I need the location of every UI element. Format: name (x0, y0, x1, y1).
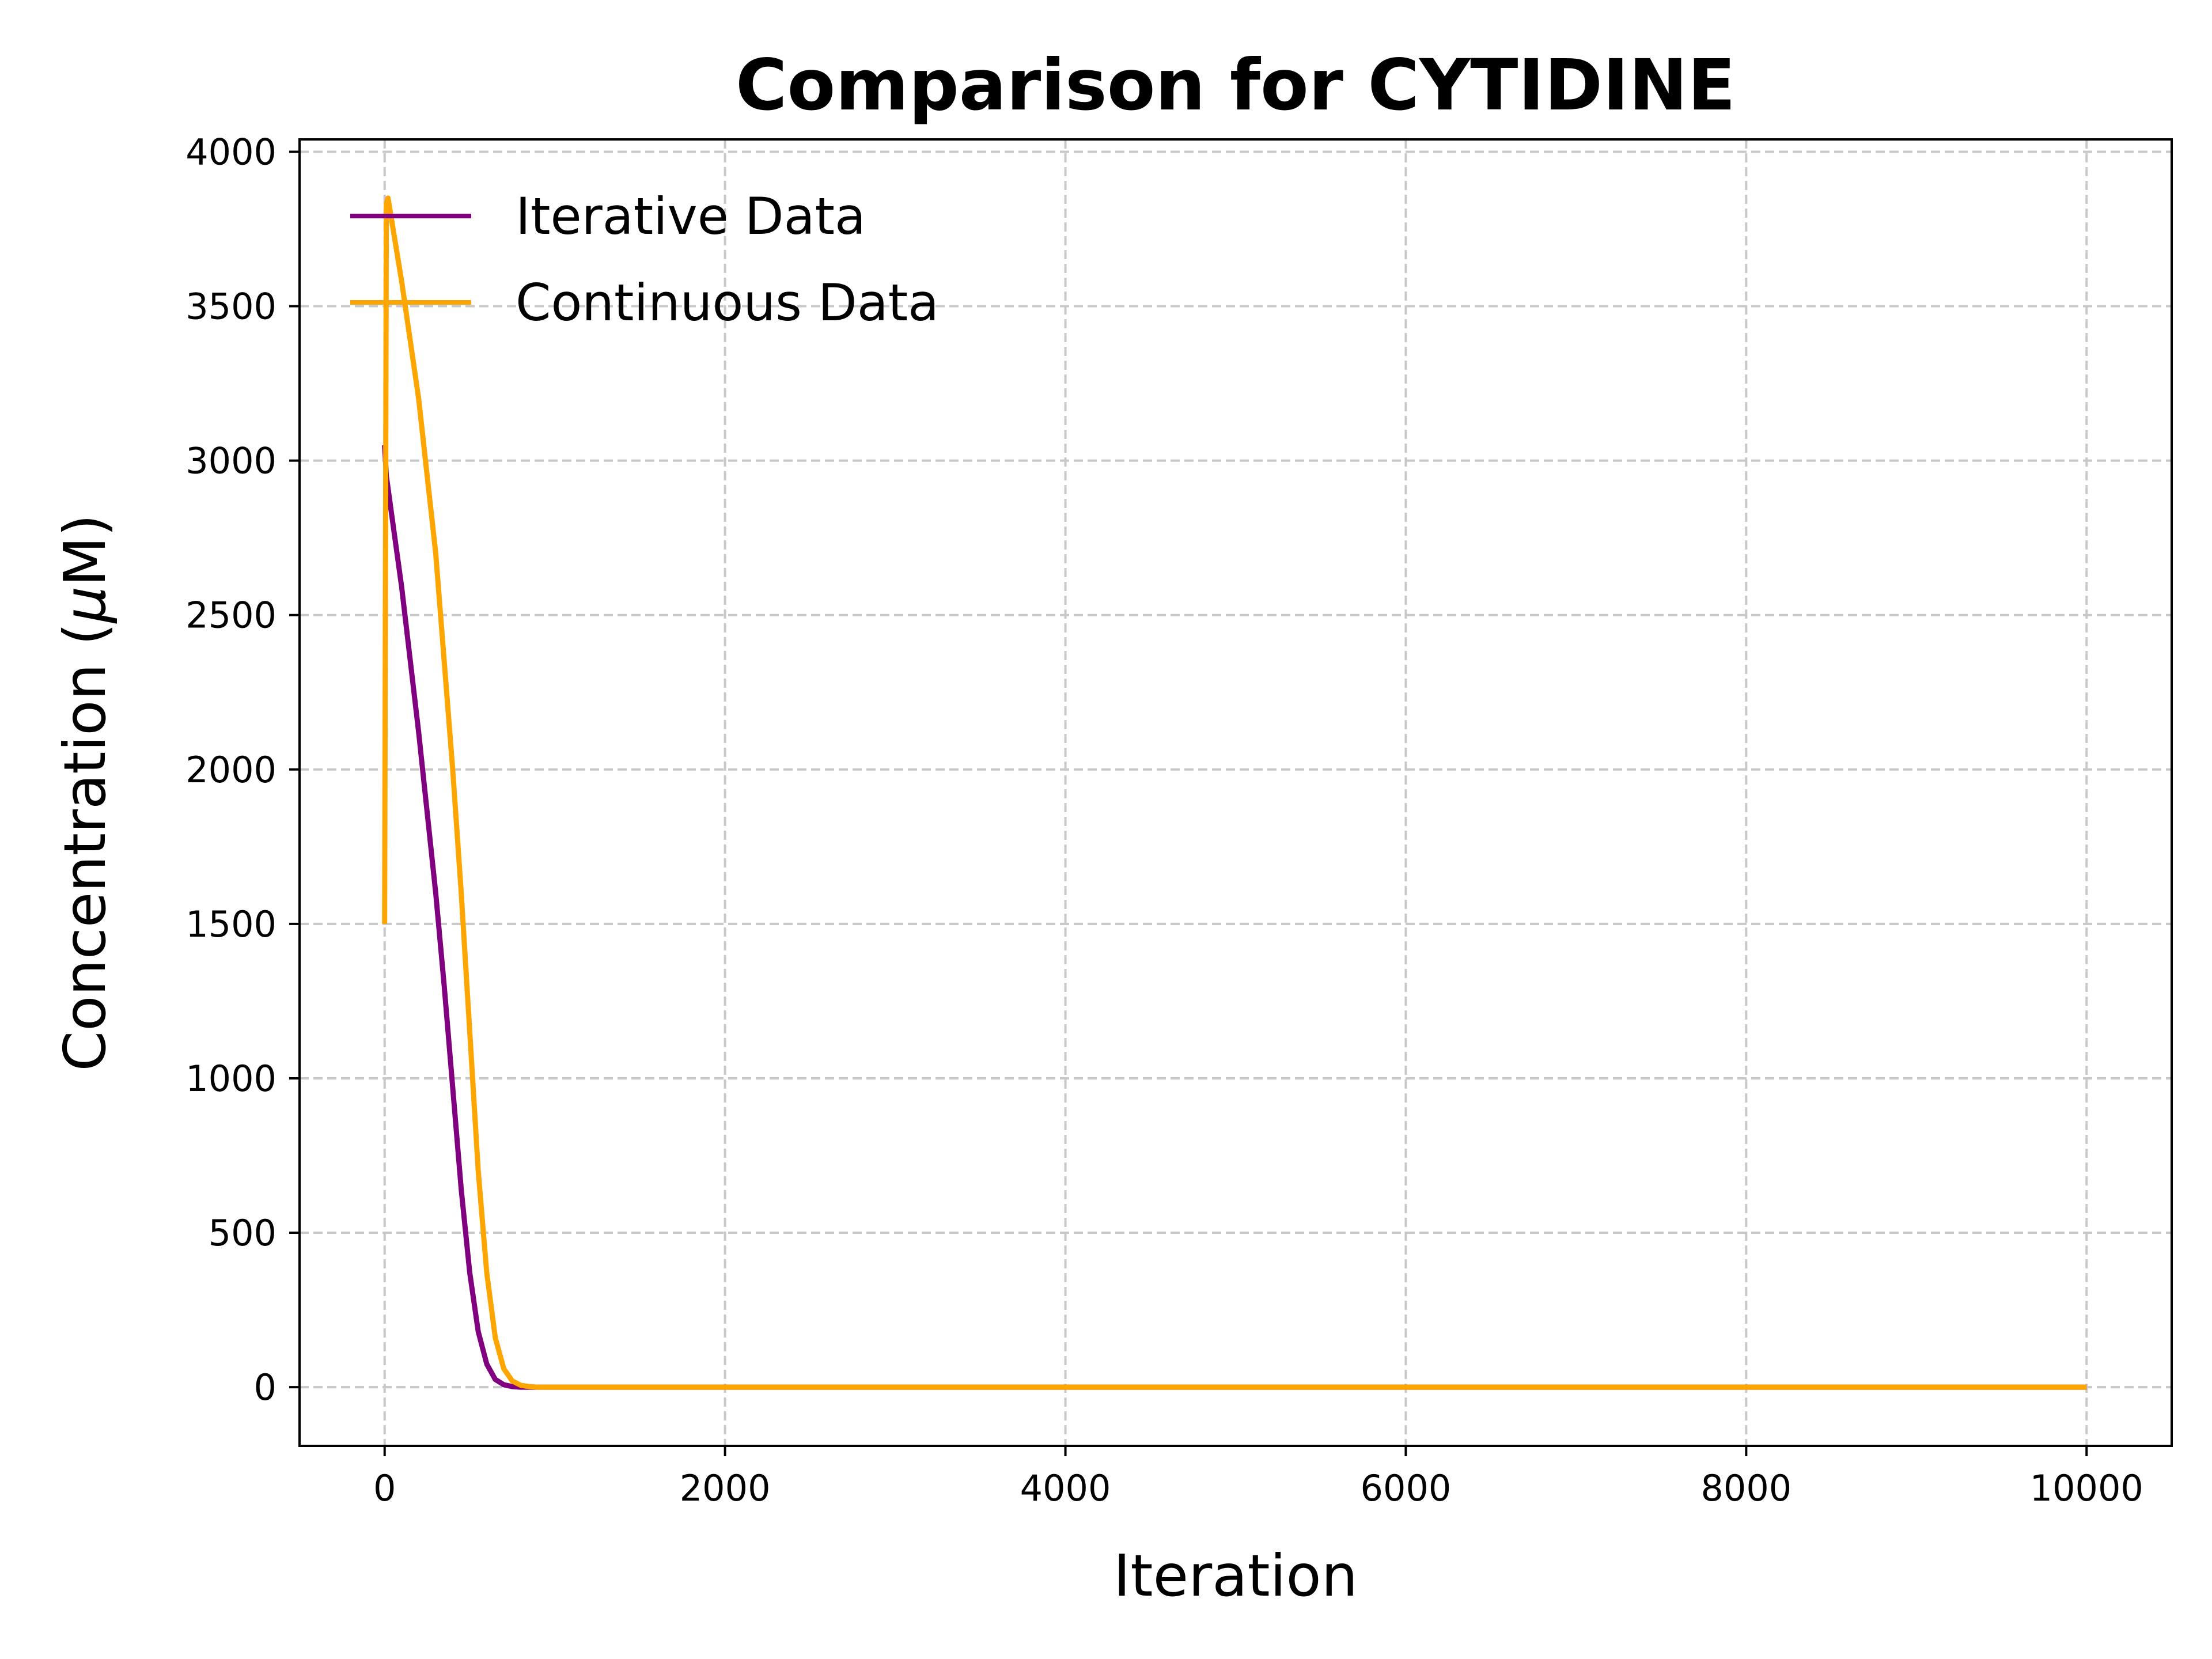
x-tick-label: 10000 (2030, 1467, 2143, 1509)
y-tick-label: 4000 (185, 131, 276, 173)
y-tick-label: 3500 (185, 286, 276, 328)
legend-label-continuous: Continuous Data (516, 273, 939, 332)
y-axis-ticks: 0 500 1000 1500 2000 2500 3000 3500 4000 (185, 131, 300, 1408)
y-tick-label: 500 (209, 1212, 276, 1254)
x-axis-title: Iteration (1113, 1542, 1358, 1609)
legend: Iterative Data Continuous Data (350, 187, 939, 332)
plot-frame (298, 138, 2173, 1447)
x-axis-ticks: 0 2000 4000 6000 8000 10000 (373, 1446, 2143, 1509)
y-axis-title-mu: μ (51, 586, 119, 624)
x-tick-label: 8000 (1700, 1467, 1791, 1509)
x-tick-label: 2000 (680, 1467, 771, 1509)
y-tick-label: 3000 (185, 440, 276, 482)
chart-title: Comparison for CYTIDINE (736, 44, 1736, 126)
data-series (382, 195, 2087, 1390)
y-axis-title-prefix: Concentration ( (51, 623, 119, 1071)
y-axis-title-suffix: M) (51, 514, 119, 586)
y-tick-label: 2000 (185, 749, 276, 791)
legend-label-iterative: Iterative Data (516, 187, 866, 246)
x-tick-label: 6000 (1361, 1467, 1452, 1509)
y-axis-title: Concentration (μM) (51, 514, 119, 1071)
x-tick-label: 4000 (1020, 1467, 1111, 1509)
series-line-continuous (382, 195, 2087, 1390)
y-tick-label: 1000 (185, 1058, 276, 1100)
x-tick-label: 0 (373, 1467, 396, 1509)
y-tick-label: 1500 (185, 903, 276, 945)
y-tick-label: 2500 (185, 594, 276, 637)
y-tick-label: 0 (254, 1366, 276, 1408)
